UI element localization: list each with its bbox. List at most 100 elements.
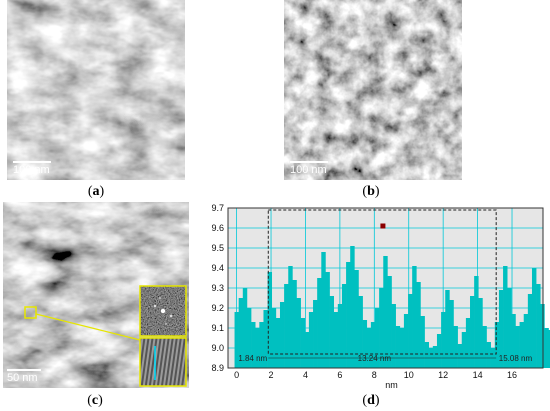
bar — [461, 332, 467, 368]
bar — [436, 334, 442, 368]
annotation-label: 13.24 nm — [358, 354, 392, 363]
bar — [346, 262, 351, 368]
bar — [350, 246, 355, 368]
annotation-label: 1.84 nm — [238, 354, 267, 363]
scale-bar-c: 50 nm — [7, 369, 41, 384]
bar — [445, 290, 450, 368]
y-tick-label: 9.3 — [211, 283, 224, 293]
bar — [263, 310, 268, 368]
caption-a: (a) — [87, 184, 105, 199]
bar — [366, 328, 372, 368]
caption-d: (d) — [362, 393, 380, 408]
chart-annotations: 1.84 nm 13.24 nm 15.08 nm — [238, 354, 532, 363]
bar — [292, 280, 297, 368]
bar — [321, 252, 326, 368]
lattice-fringe-inset — [139, 337, 187, 387]
bar — [271, 308, 277, 368]
bar — [544, 328, 549, 368]
bar — [362, 320, 368, 368]
plot-frame — [227, 207, 544, 369]
bar — [441, 312, 446, 368]
bar — [275, 318, 281, 368]
y-tick-label: 9.0 — [211, 343, 224, 353]
bar — [325, 272, 330, 368]
hrtem-texture-c — [3, 202, 189, 388]
bar — [494, 322, 500, 368]
bar — [333, 312, 339, 368]
bar — [432, 346, 438, 368]
bar — [416, 282, 421, 368]
tem-texture-b — [284, 0, 462, 180]
bar — [395, 326, 401, 368]
bar — [527, 294, 533, 368]
y-tick-labels: 8.9 9.0 9.1 9.2 9.3 9.4 9.5 9.6 9.7 — [211, 203, 224, 373]
x-axis-label: nm — [385, 380, 398, 390]
bar — [246, 308, 252, 368]
bar — [242, 288, 248, 368]
bar — [358, 296, 363, 368]
bar — [370, 322, 376, 368]
bar — [259, 322, 264, 368]
x-tick-label: 6 — [337, 370, 342, 380]
tem-image-a: 100 nm — [7, 0, 185, 180]
caption-d-letter: d — [367, 393, 375, 408]
bar — [420, 316, 425, 368]
x-tick-label: 12 — [438, 370, 448, 380]
bar — [548, 330, 550, 368]
scale-bar-b: 100 nm — [290, 161, 328, 176]
bar — [478, 298, 483, 368]
y-tick-label: 9.1 — [211, 323, 224, 333]
bar — [234, 312, 239, 368]
bar — [300, 318, 306, 368]
bar — [379, 288, 384, 368]
bar — [511, 314, 516, 368]
bar — [531, 268, 537, 368]
fft-inset — [139, 285, 187, 337]
bar — [412, 266, 417, 368]
scale-bar-a: 100 nm — [13, 161, 51, 176]
scale-bar-b-label: 100 nm — [290, 164, 327, 176]
intensity-profile-chart: 1.84 nm 13.24 nm 15.08 nm 8.9 9.0 9.1 9.2 9.3 9… — [211, 203, 550, 390]
bar — [449, 300, 454, 368]
bar — [403, 314, 409, 368]
bar — [267, 272, 273, 368]
x-tick-label: 2 — [269, 370, 274, 380]
caption-c-letter: c — [91, 393, 99, 408]
x-tick-label: 8 — [372, 370, 377, 380]
hrtem-image-c: 50 nm — [3, 202, 189, 388]
bar — [313, 300, 318, 368]
bar — [304, 332, 310, 368]
bar — [341, 284, 347, 368]
annotation-label: 15.08 nm — [499, 354, 533, 363]
bar — [329, 296, 334, 368]
bar — [515, 326, 520, 368]
bar — [391, 304, 396, 368]
scale-bar-c-label: 50 nm — [7, 372, 38, 384]
bar — [284, 284, 289, 368]
bar — [453, 326, 458, 368]
bar — [540, 304, 545, 368]
y-tick-label: 9.7 — [211, 203, 224, 213]
tem-texture-a — [7, 0, 185, 180]
bar — [498, 290, 504, 368]
dashed-region — [267, 209, 497, 355]
bar — [296, 298, 301, 368]
x-tick-label: 4 — [303, 370, 308, 380]
caption-a-letter: a — [92, 184, 100, 199]
x-tick-label: 0 — [234, 370, 239, 380]
bar — [519, 322, 525, 368]
bar — [387, 276, 392, 368]
bar — [408, 294, 413, 368]
x-tick-labels: 0 2 4 6 8 10 12 14 16 — [234, 370, 517, 380]
y-tick-label: 9.4 — [211, 263, 224, 273]
bar — [470, 296, 475, 368]
bar — [375, 308, 380, 368]
x-tick-label: 10 — [404, 370, 414, 380]
bar — [255, 328, 260, 368]
bar — [238, 298, 244, 368]
data-marker — [380, 223, 386, 229]
bar — [503, 266, 508, 368]
chart-bars — [234, 246, 550, 368]
bar — [288, 266, 293, 368]
bar — [354, 270, 359, 368]
